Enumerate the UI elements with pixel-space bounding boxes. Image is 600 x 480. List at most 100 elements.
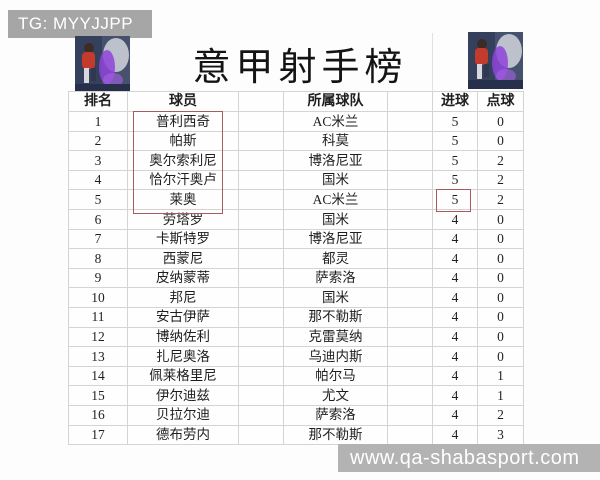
penalty-cell: 2 <box>477 189 524 210</box>
spacer-cell <box>387 424 433 446</box>
spacer-cell <box>238 267 284 289</box>
player-cell: 奥尔索利尼 <box>127 150 239 171</box>
penalty-cell: 0 <box>477 287 524 308</box>
goals-cell: 4 <box>432 365 478 387</box>
rank-cell: 11 <box>68 306 128 328</box>
top-scorers-table: 排名 球员 所属球队 进球 点球 1 普利西奇 AC米兰 5 0 2 帕斯 科莫 5 0 3 奥尔索利… <box>68 91 524 446</box>
table-row: 8 西蒙尼 都灵 4 0 <box>68 248 524 269</box>
rank-cell: 6 <box>68 208 128 230</box>
table-row: 6 劳塔罗 国米 4 0 <box>68 208 524 230</box>
spacer-cell <box>238 248 284 269</box>
spacer-cell <box>387 287 433 308</box>
spacer-cell <box>238 385 284 406</box>
player-cell: 恰尔汗奥卢 <box>127 169 239 191</box>
rank-cell: 8 <box>68 248 128 269</box>
penalty-cell: 0 <box>477 130 524 152</box>
rank-cell: 4 <box>68 169 128 191</box>
penalty-cell: 3 <box>477 424 524 446</box>
spacer-cell <box>238 365 284 387</box>
penalty-cell: 1 <box>477 385 524 406</box>
penalty-cell: 0 <box>477 111 524 132</box>
soccer-scene-graphic <box>468 32 523 89</box>
gridline-stub <box>432 33 433 91</box>
spacer-cell <box>387 326 433 348</box>
rank-cell: 15 <box>68 385 128 406</box>
table-row: 17 德布劳内 那不勒斯 4 3 <box>68 424 524 446</box>
penalty-cell: 0 <box>477 208 524 230</box>
team-cell: 萨索洛 <box>283 404 388 426</box>
rank-cell: 17 <box>68 424 128 446</box>
player-cell: 莱奥 <box>127 189 239 210</box>
player-cell: 扎尼奥洛 <box>127 346 239 367</box>
rank-cell: 9 <box>68 267 128 289</box>
player-cell: 佩莱格里尼 <box>127 365 239 387</box>
spacer-cell <box>387 267 433 289</box>
penalty-cell: 0 <box>477 228 524 250</box>
team-cell: 乌迪内斯 <box>283 346 388 367</box>
goals-cell: 4 <box>432 424 478 446</box>
penalty-cell: 0 <box>477 267 524 289</box>
header-player: 球员 <box>127 91 239 112</box>
goals-cell: 5 <box>432 111 478 132</box>
header-goals: 进球 <box>432 91 478 112</box>
goals-cell: 5 <box>432 189 478 210</box>
table-row: 12 博纳佐利 克雷莫纳 4 0 <box>68 326 524 348</box>
team-cell: 萨索洛 <box>283 267 388 289</box>
scorer-table-body: 1 普利西奇 AC米兰 5 0 2 帕斯 科莫 5 0 3 奥尔索利尼 博洛尼亚 5 2 4 恰尔汗奥卢 国米 5 2… <box>68 111 524 446</box>
goals-cell: 5 <box>432 150 478 171</box>
team-cell: 那不勒斯 <box>283 306 388 328</box>
player-cell: 卡斯特罗 <box>127 228 239 250</box>
rank-cell: 7 <box>68 228 128 250</box>
rank-cell: 12 <box>68 326 128 348</box>
spacer-cell <box>387 208 433 230</box>
team-cell: 都灵 <box>283 248 388 269</box>
team-cell: AC米兰 <box>283 111 388 132</box>
player-cell: 普利西奇 <box>127 111 239 132</box>
penalty-cell: 1 <box>477 365 524 387</box>
team-cell: 克雷莫纳 <box>283 326 388 348</box>
spacer-cell <box>387 404 433 426</box>
penalty-cell: 0 <box>477 306 524 328</box>
goals-cell: 4 <box>432 385 478 406</box>
table-row: 13 扎尼奥洛 乌迪内斯 4 0 <box>68 346 524 367</box>
player-cell: 皮纳蒙蒂 <box>127 267 239 289</box>
header-rank: 排名 <box>68 91 128 112</box>
rank-cell: 1 <box>68 111 128 132</box>
player-cell: 伊尔迪兹 <box>127 385 239 406</box>
header-penalty: 点球 <box>477 91 524 112</box>
team-cell: 博洛尼亚 <box>283 228 388 250</box>
player-cell: 德布劳内 <box>127 424 239 446</box>
spacer-cell <box>387 189 433 210</box>
penalty-cell: 2 <box>477 404 524 426</box>
goals-cell: 4 <box>432 267 478 289</box>
goals-cell: 4 <box>432 287 478 308</box>
rank-cell: 10 <box>68 287 128 308</box>
site-watermark: www.qa-shabasport.com <box>338 444 600 472</box>
table-row: 10 邦尼 国米 4 0 <box>68 287 524 308</box>
telegram-badge: TG: MYYJJPP <box>8 10 152 38</box>
table-row: 9 皮纳蒙蒂 萨索洛 4 0 <box>68 267 524 289</box>
table-row: 15 伊尔迪兹 尤文 4 1 <box>68 385 524 406</box>
team-cell: 科莫 <box>283 130 388 152</box>
spacer-cell <box>387 306 433 328</box>
player-cell: 博纳佐利 <box>127 326 239 348</box>
soccer-scene-graphic <box>75 36 130 93</box>
spacer-cell <box>238 208 284 230</box>
player-photo-left <box>75 36 130 93</box>
team-cell: 博洛尼亚 <box>283 150 388 171</box>
goals-cell: 5 <box>432 169 478 191</box>
spacer-cell <box>387 346 433 367</box>
spacer-cell <box>387 385 433 406</box>
goals-cell: 5 <box>432 130 478 152</box>
table-row: 7 卡斯特罗 博洛尼亚 4 0 <box>68 228 524 250</box>
spacer-cell <box>238 287 284 308</box>
rank-cell: 5 <box>68 189 128 210</box>
table-row: 3 奥尔索利尼 博洛尼亚 5 2 <box>68 150 524 171</box>
goals-cell: 4 <box>432 208 478 230</box>
rank-cell: 2 <box>68 130 128 152</box>
team-cell: AC米兰 <box>283 189 388 210</box>
table-row: 4 恰尔汗奥卢 国米 5 2 <box>68 169 524 191</box>
spacer-cell <box>387 228 433 250</box>
rank-cell: 14 <box>68 365 128 387</box>
rank-cell: 13 <box>68 346 128 367</box>
